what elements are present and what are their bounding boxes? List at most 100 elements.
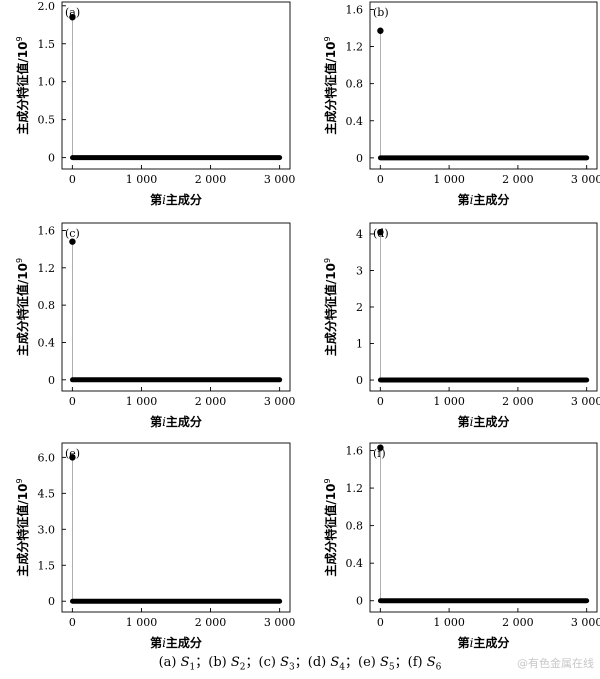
- y-tick-label: 2: [356, 301, 363, 314]
- x-axis-label: 第i主成分: [150, 414, 202, 429]
- y-tick-label: 0: [48, 152, 55, 165]
- caption-item: (c) S3；: [258, 655, 308, 673]
- x-tick-label: 3 000: [571, 173, 600, 186]
- y-tick-label: 1.6: [346, 3, 364, 16]
- y-tick-label: 1.6: [38, 224, 56, 237]
- x-tick-label: 0: [69, 616, 76, 629]
- chart-panel: (e) 0 1 000 2 000 3 000 0 1.5 3.0 4.5 6.0 第i主成分 主成分…: [15, 442, 296, 650]
- y-axis-label: 主成分特征值/109: [323, 36, 338, 134]
- panel-label: (c): [65, 227, 80, 240]
- x-tick-label: 1 000: [433, 395, 465, 408]
- x-tick-label: 2 000: [502, 173, 534, 186]
- y-tick-label: 0: [356, 374, 363, 387]
- caption-variable: S: [180, 655, 190, 670]
- chart-panel: (c) 0 1 000 2 000 3 000 0 0.4 0.8 1.2 1.6 第i主成分 主成分…: [15, 222, 295, 429]
- data-point: [69, 454, 76, 461]
- y-tick-label: 0.5: [38, 114, 56, 127]
- figure-caption: (a) S1；(b) S2；(c) S3；(d) S4；(e) S5；(f) S…: [0, 651, 600, 673]
- y-tick-label: 0: [356, 152, 363, 165]
- x-tick-label: 2 000: [502, 616, 534, 629]
- y-tick-label: 0.8: [346, 520, 364, 533]
- caption-separator: ；: [294, 655, 308, 670]
- data-point: [69, 238, 76, 245]
- x-tick-label: 0: [69, 395, 76, 408]
- caption-subscript: 6: [435, 662, 442, 673]
- x-tick-label: 1 000: [433, 173, 465, 186]
- x-tick-label: 1 000: [126, 173, 158, 186]
- caption-item: (f) S6: [407, 655, 442, 673]
- y-tick-label: 0: [356, 595, 363, 608]
- plot-frame: [61, 442, 291, 613]
- y-tick-label: 0.4: [346, 557, 364, 570]
- y-tick-label: 2.0: [38, 0, 56, 13]
- plot-frame: [369, 442, 598, 613]
- caption-item: (d) S4；: [308, 655, 358, 673]
- caption-variable: S: [330, 655, 340, 670]
- watermark-text: @有色金属在线: [517, 657, 594, 670]
- plot-frame: [369, 222, 598, 392]
- y-tick-label: 0.4: [38, 336, 56, 349]
- caption-item: (b) S2；: [208, 655, 259, 673]
- y-tick-label: 3.0: [38, 523, 56, 536]
- caption-subscript: 3: [289, 662, 295, 673]
- x-tick-label: 1 000: [126, 395, 158, 408]
- x-tick-label: 1 000: [126, 616, 158, 629]
- caption-subscript: 2: [239, 662, 246, 673]
- data-point: [69, 13, 76, 21]
- x-axis-label: 第i主成分: [150, 192, 202, 207]
- y-tick-label: 3: [356, 264, 363, 277]
- caption-label: (f): [407, 655, 427, 670]
- x-tick-label: 2 000: [195, 173, 227, 186]
- plot-frame: [369, 1, 598, 170]
- caption-item: (a) S1；: [158, 655, 209, 673]
- plot-frame: [61, 222, 291, 392]
- caption-label: (a): [158, 655, 181, 670]
- x-tick-label: 3 000: [571, 395, 600, 408]
- x-tick-label: 2 000: [195, 616, 227, 629]
- caption-label: (c): [258, 655, 281, 670]
- x-tick-label: 0: [377, 616, 384, 629]
- y-tick-label: 0.8: [346, 78, 364, 91]
- y-tick-label: 1.5: [38, 559, 56, 572]
- data-point: [377, 444, 384, 451]
- caption-variable: S: [426, 655, 436, 670]
- panel-label: (b): [373, 6, 389, 19]
- y-axis-label: 主成分特征值/109: [15, 258, 30, 356]
- caption-separator: ；: [245, 655, 259, 670]
- x-axis-label: 第i主成分: [458, 635, 510, 650]
- y-tick-label: 1.2: [346, 41, 364, 54]
- panel-label: (f): [373, 447, 386, 460]
- x-tick-label: 0: [69, 173, 76, 186]
- y-tick-label: 1: [356, 338, 363, 351]
- x-axis-label: 第i主成分: [150, 635, 202, 650]
- caption-separator: ；: [195, 655, 209, 670]
- caption-variable: S: [380, 655, 389, 670]
- caption-variable: S: [280, 655, 290, 670]
- y-tick-label: 1.2: [346, 482, 364, 495]
- plot-frame: [61, 1, 291, 170]
- caption-subscript: 4: [339, 662, 346, 673]
- x-tick-label: 0: [377, 173, 384, 186]
- chart-panel: (f) 0 1 000 2 000 3 000 0 0.4 0.8 1.2 1.6 第i主成分 主成分…: [323, 442, 600, 650]
- caption-variable: S: [230, 655, 240, 670]
- x-tick-label: 1 000: [433, 616, 465, 629]
- caption-label: (b): [208, 655, 231, 670]
- x-tick-label: 3 000: [264, 173, 296, 186]
- panel-label: (a): [65, 6, 80, 19]
- caption-subscript: 5: [388, 662, 395, 673]
- y-tick-label: 1.6: [346, 445, 364, 458]
- caption-label: (e): [358, 655, 381, 670]
- y-tick-label: 6.0: [38, 451, 56, 464]
- data-point: [377, 27, 384, 34]
- x-tick-label: 2 000: [195, 395, 227, 408]
- chart-panel: (a) 0 1 000 2 000 3 000 0 0.5 1.0 1.5 2.0 第i主成分 主成分…: [15, 0, 295, 207]
- y-tick-label: 0.4: [346, 115, 364, 128]
- caption-subscript: 1: [189, 662, 196, 673]
- y-axis-label: 主成分特征值/109: [323, 478, 338, 576]
- x-tick-label: 3 000: [264, 616, 296, 629]
- y-tick-label: 1.2: [38, 262, 56, 275]
- caption-separator: ；: [394, 655, 408, 670]
- y-tick-label: 1.5: [38, 38, 56, 51]
- x-tick-label: 2 000: [502, 395, 534, 408]
- x-tick-label: 0: [377, 395, 384, 408]
